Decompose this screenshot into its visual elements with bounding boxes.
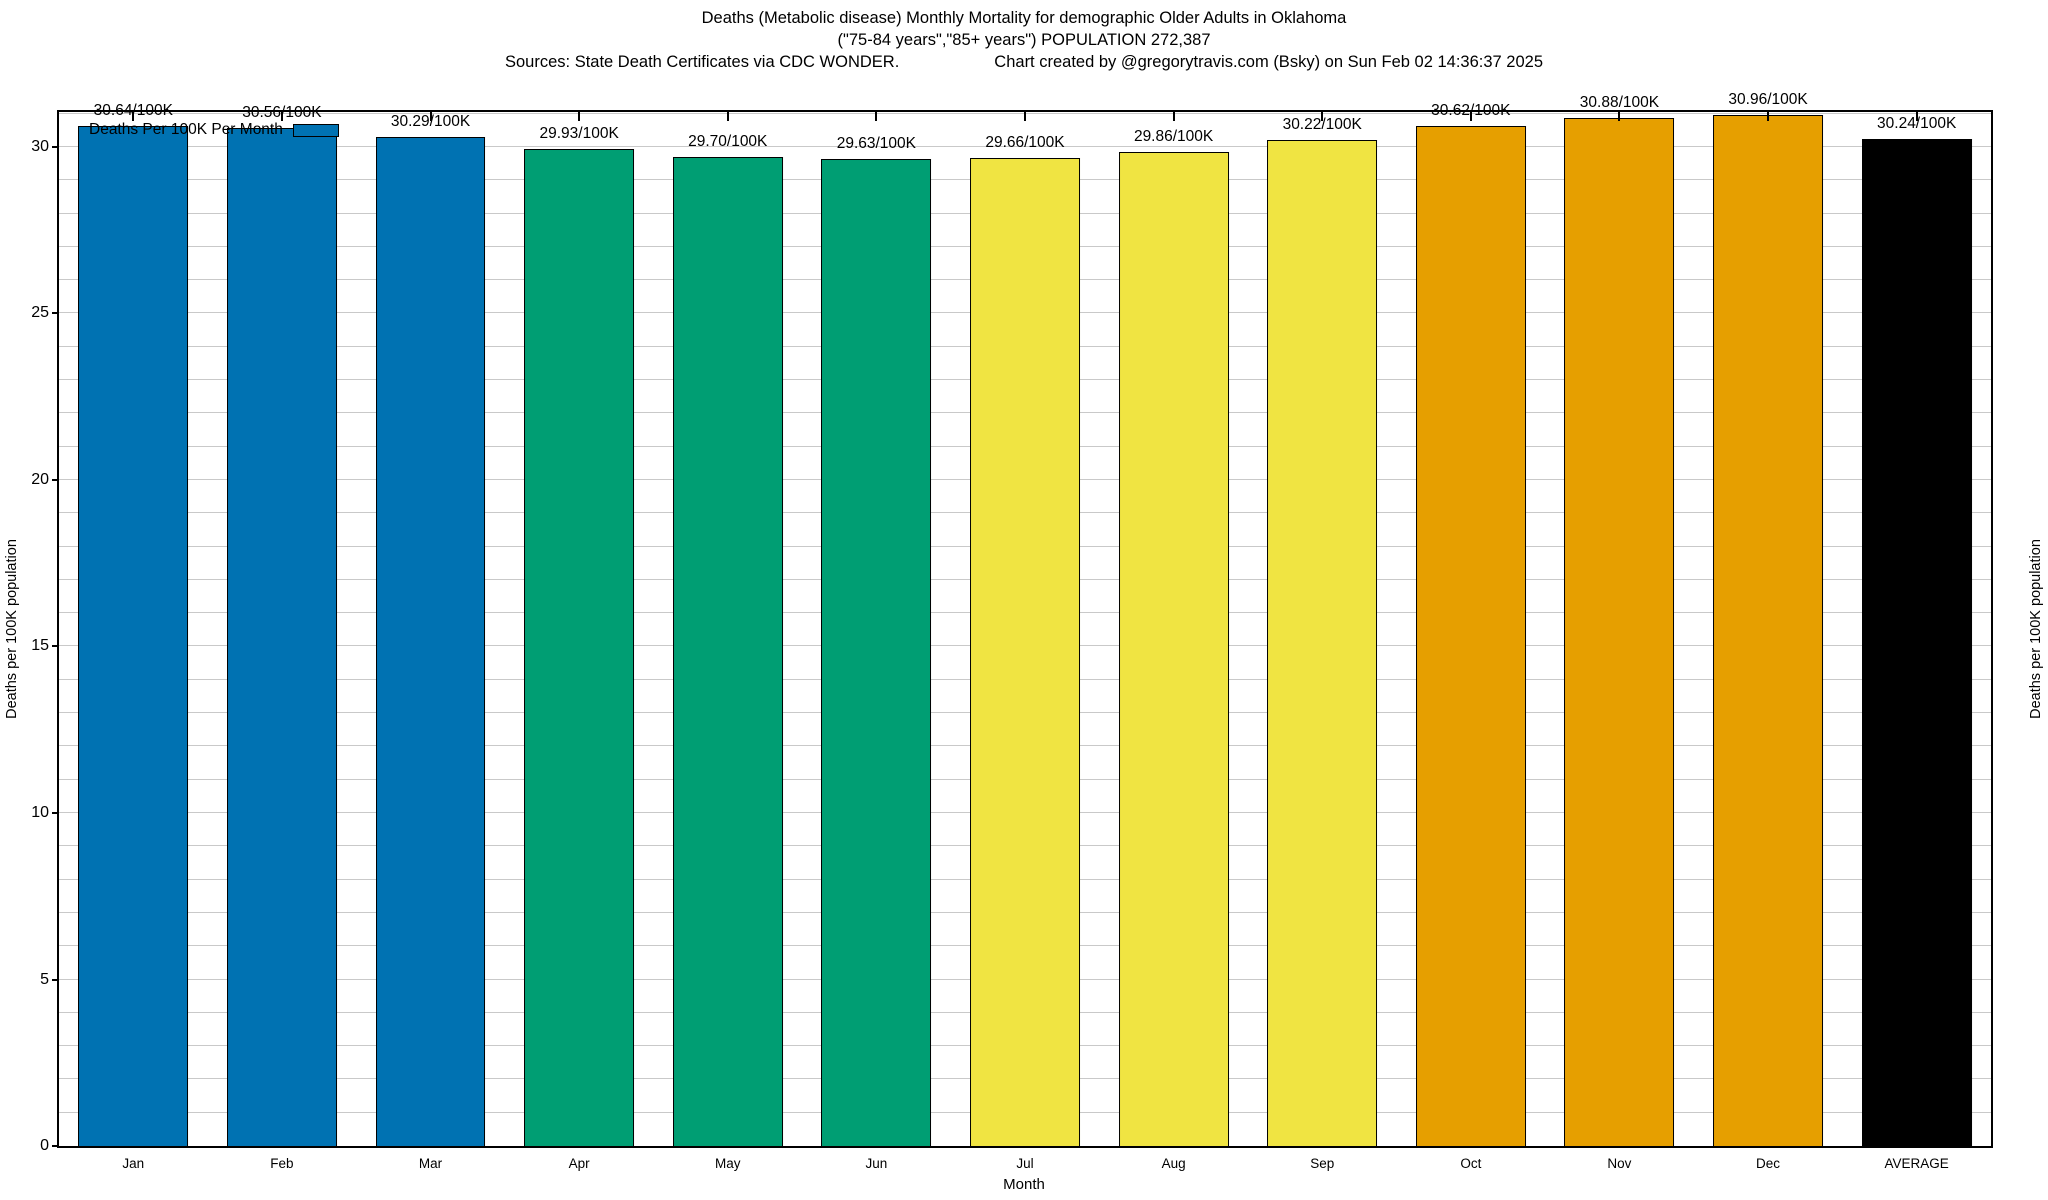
x-tick-top-jul — [1023, 110, 1026, 121]
bar-value-label-mar: 30.29/100K — [390, 113, 471, 131]
bar-dec — [1713, 115, 1824, 1146]
bar-jan — [78, 125, 189, 1146]
x-tick-label-aug: Aug — [1161, 1156, 1186, 1171]
bar-value-label-jun: 29.63/100K — [836, 135, 917, 153]
bar-value-label-jan: 30.64/100K — [93, 101, 173, 119]
y-tick-label-10: 10 — [31, 804, 49, 821]
band-may: 29.70/100K May — [653, 110, 802, 1171]
x-tick-top-jun — [875, 110, 878, 121]
x-tick-top-aug — [1172, 110, 1175, 121]
x-tick-top-may — [726, 110, 729, 121]
x-tick-label-may: May — [714, 1156, 741, 1171]
x-tick-label-mar: Mar — [418, 1156, 443, 1171]
y-axis-title-left: Deaths per 100K population — [4, 539, 20, 719]
band-jan: 30.64/100K Jan — [59, 102, 208, 1171]
bar-may — [672, 156, 783, 1146]
y-tick-label-30: 30 — [31, 137, 49, 155]
x-tick-label-nov: Nov — [1607, 1156, 1632, 1171]
x-tick-label-average: AVERAGE — [1884, 1156, 1949, 1171]
x-tick-label-jun: Jun — [865, 1156, 888, 1171]
bar-average — [1861, 138, 1972, 1146]
band-jun: 29.63/100K Jun — [802, 110, 951, 1171]
x-tick-top-feb — [280, 110, 283, 121]
x-tick-label-apr: Apr — [568, 1156, 590, 1171]
bar-value-label-oct: 30.62/100K — [1431, 102, 1511, 120]
legend-label: Deaths Per 100K Per Month — [89, 121, 283, 138]
x-axis-title: Month — [1003, 1176, 1045, 1193]
y-tick-mark-20 — [52, 478, 59, 481]
chart-subtitle: ("75-84 years","85+ years") POPULATION 2… — [837, 30, 1211, 49]
y-tick-label-25: 25 — [31, 304, 49, 322]
bar-jun — [821, 159, 932, 1146]
band-average: 30.24/100K AVERAGE — [1842, 110, 1991, 1171]
x-tick-top-dec — [1767, 110, 1770, 121]
x-tick-top-jan — [132, 110, 135, 121]
x-tick-label-oct: Oct — [1460, 1156, 1482, 1171]
band-mar: 30.29/100K Mar — [356, 110, 505, 1171]
y-axis-title-right: Deaths per 100K population — [2028, 539, 2044, 719]
x-tick-label-feb: Feb — [270, 1156, 294, 1171]
x-tick-top-apr — [578, 110, 581, 121]
bar-sep — [1267, 139, 1378, 1146]
bar-value-label-aug: 29.86/100K — [1133, 127, 1214, 145]
plot-area: Deaths Per 100K Per Month 0 5 10 15 20 25 30 30… — [31, 91, 1993, 1171]
bar-value-label-jul: 29.66/100K — [985, 134, 1065, 152]
x-tick-top-mar — [429, 110, 432, 121]
chart-sources-text: Sources: State Death Certificates via CD… — [505, 52, 900, 71]
band-apr: 29.93/100K Apr — [505, 110, 654, 1171]
band-feb: 30.56/100K Feb — [208, 104, 357, 1171]
y-tick-mark-10 — [52, 812, 59, 814]
x-tick-label-dec: Dec — [1756, 1156, 1781, 1171]
bar-value-label-feb: 30.56/100K — [242, 104, 322, 122]
y-tick-mark-30 — [52, 145, 59, 148]
bar-value-label-nov: 30.88/100K — [1579, 93, 1660, 111]
bar-mar — [375, 137, 486, 1146]
gridline-y-30 — [59, 145, 1991, 147]
legend-swatch — [292, 123, 339, 137]
bar-value-label-apr: 29.93/100K — [539, 125, 619, 143]
x-tick-top-oct — [1469, 110, 1472, 121]
legend: Deaths Per 100K Per Month — [89, 121, 339, 139]
chart-source-line: Sources: State Death Certificates via CD… — [0, 52, 2048, 74]
chart-credit-text: Chart created by @gregorytravis.com (Bsk… — [994, 52, 1543, 71]
x-tick-label-sep: Sep — [1310, 1156, 1335, 1171]
chart-title: Deaths (Metabolic disease) Monthly Morta… — [701, 9, 1347, 27]
band-dec: 30.96/100K Dec — [1694, 91, 1843, 1171]
x-tick-top-nov — [1618, 110, 1621, 121]
y-tick-label-15: 15 — [31, 637, 49, 655]
x-tick-top-sep — [1321, 110, 1324, 121]
x-tick-top-average — [1915, 110, 1918, 121]
y-tick-label-5: 5 — [40, 970, 49, 988]
x-tick-label-jan: Jan — [122, 1156, 145, 1171]
y-tick-mark-25 — [52, 312, 59, 315]
band-jul: 29.66/100K Jul — [951, 110, 1100, 1171]
band-aug: 29.86/100K Aug — [1099, 110, 1248, 1171]
bar-apr — [524, 149, 635, 1146]
bar-value-label-may: 29.70/100K — [688, 132, 768, 150]
bar-feb — [226, 128, 337, 1146]
bar-jul — [970, 158, 1080, 1146]
chart-title-block: Deaths (Metabolic disease) Monthly Morta… — [0, 8, 2048, 73]
bar-value-label-sep: 30.22/100K — [1282, 115, 1362, 133]
bar-value-label-average: 30.24/100K — [1877, 114, 1957, 132]
y-tick-label-20: 20 — [31, 470, 49, 488]
y-tick-mark-0 — [52, 1145, 59, 1147]
y-tick-mark-15 — [52, 645, 59, 648]
bar-value-label-dec: 30.96/100K — [1728, 91, 1808, 108]
y-tick-label-0: 0 — [40, 1137, 49, 1154]
x-tick-label-jul: Jul — [1016, 1156, 1034, 1171]
y-tick-mark-5 — [52, 978, 59, 981]
bar-oct — [1415, 126, 1526, 1146]
band-oct: 30.62/100K Oct — [1397, 102, 1546, 1171]
band-sep: 30.22/100K Sep — [1248, 110, 1397, 1171]
bar-nov — [1564, 117, 1675, 1146]
band-nov: 30.88/100K Nov — [1545, 94, 1694, 1171]
bar-aug — [1118, 151, 1229, 1146]
